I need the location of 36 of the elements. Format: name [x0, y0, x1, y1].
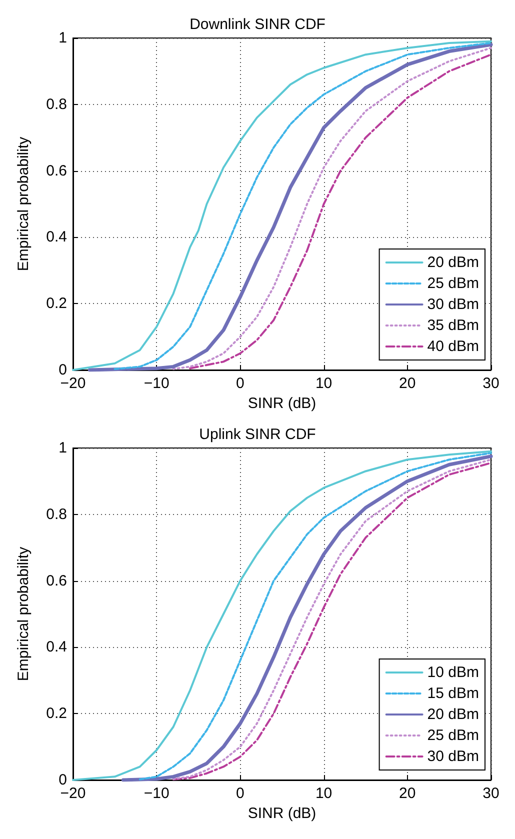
- legend-label: 25 dBm: [427, 727, 480, 744]
- x-axis-title: SINR (dB): [248, 804, 316, 822]
- y-axis-title: Empirical probability: [15, 136, 32, 272]
- x-axis-title: SINR (dB): [248, 394, 316, 412]
- x-tick-label: 0: [236, 785, 244, 802]
- y-tick-label: 0.4: [46, 638, 67, 656]
- y-tick-label: 0.8: [46, 506, 67, 523]
- y-tick-label: 0.6: [46, 162, 67, 180]
- legend-label: 30 dBm: [427, 296, 480, 313]
- x-tick-label: 0: [236, 375, 244, 392]
- legend-label: 35 dBm: [427, 317, 480, 334]
- legend-label: 15 dBm: [427, 685, 480, 702]
- x-tick-label: 10: [315, 375, 332, 392]
- y-tick-label: 0.2: [46, 705, 67, 722]
- legend-label: 40 dBm: [427, 338, 480, 355]
- x-tick-label: 10: [315, 785, 332, 802]
- legend-label: 25 dBm: [427, 275, 480, 292]
- y-axis-title: Empirical probability: [15, 546, 32, 682]
- legend-label: 20 dBm: [427, 254, 480, 271]
- y-tick-label: 0.6: [46, 572, 67, 590]
- chart-title: Uplink SINR CDF: [199, 426, 316, 443]
- x-tick-label: 30: [482, 375, 500, 392]
- x-tick-label: 30: [482, 785, 500, 802]
- x-tick-label: −10: [144, 375, 170, 392]
- legend-label: 10 dBm: [427, 664, 480, 681]
- x-tick-label: 20: [399, 785, 416, 802]
- legend-label: 20 dBm: [427, 706, 480, 723]
- y-tick-label: 0.2: [46, 295, 67, 312]
- x-tick-label: −10: [144, 785, 170, 802]
- y-tick-label: 1: [58, 30, 67, 46]
- legend-label: 30 dBm: [427, 748, 480, 765]
- y-tick-label: 0.4: [46, 228, 67, 246]
- chart-title: Downlink SINR CDF: [190, 16, 326, 33]
- y-tick-label: 1: [58, 440, 67, 456]
- x-tick-label: 20: [399, 375, 416, 392]
- y-tick-label: 0.8: [46, 96, 67, 113]
